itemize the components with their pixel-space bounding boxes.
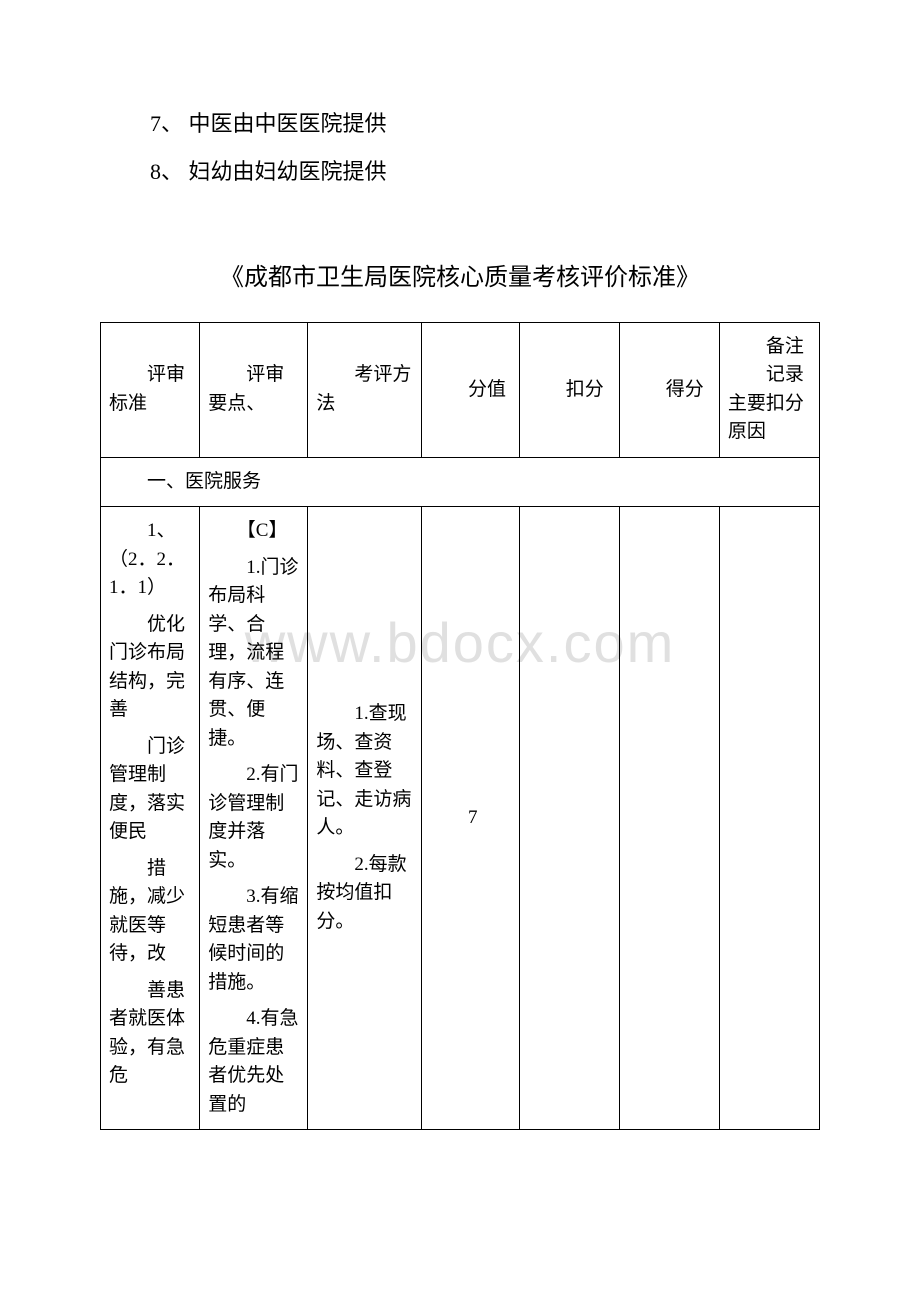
numbered-list: 7、 中医由中医医院提供 8、 妇幼由妇幼医院提供 [100,100,820,197]
points-p1: 1.门诊布局科学、合理，流程有序、连贯、便捷。 [208,554,299,754]
document-title: 《成都市卫生局医院核心质量考核评价标准》 [100,257,820,292]
table-header-row: 评审标准 评审要点、 考评方法 分值 扣分 得分 备注 记录主要扣分原因 [101,322,820,457]
points-p0: 【C】 [208,517,299,546]
header-points: 评审要点、 [200,322,308,457]
points-p4: 4.有急危重症患者优先处置的 [208,1005,299,1119]
list-item-7: 7、 中医由中医医院提供 [100,100,820,148]
points-p3: 3.有缩短患者等候时间的措施。 [208,883,299,997]
header-standard: 评审标准 [101,322,200,457]
cell-remark [719,507,819,1130]
method-p2: 2.每款按均值扣分。 [316,851,413,937]
table-row-1: 1、（2．2．1．1） 优化门诊布局结构，完善 门诊管理制度，落实便民 措施，减… [101,507,820,1130]
cell-standard: 1、（2．2．1．1） 优化门诊布局结构，完善 门诊管理制度，落实便民 措施，减… [101,507,200,1130]
standard-p3: 门诊管理制度，落实便民 [109,733,191,847]
header-remark-top: 备注 [728,333,811,362]
cell-deduct [519,507,619,1130]
cell-method: 1.查现场、查资料、查登记、走访病人。 2.每款按均值扣分。 [308,507,422,1130]
cell-score: 7 [422,507,520,1130]
standard-p5: 善患者就医体验，有急危 [109,977,191,1091]
evaluation-table: 评审标准 评审要点、 考评方法 分值 扣分 得分 备注 记录主要扣分原因 一、医… [100,322,820,1131]
header-deduct: 扣分 [519,322,619,457]
standard-p2: 优化门诊布局结构，完善 [109,611,191,725]
list-item-8: 8、 妇幼由妇幼医院提供 [100,148,820,196]
standard-p1: 1、（2．2．1．1） [109,517,191,603]
cell-points: 【C】 1.门诊布局科学、合理，流程有序、连贯、便捷。 2.有门诊管理制度并落实… [200,507,308,1130]
header-score: 分值 [422,322,520,457]
cell-gain [619,507,719,1130]
section-row-1: 一、医院服务 [101,457,820,507]
method-p1: 1.查现场、查资料、查登记、走访病人。 [316,700,413,843]
standard-p4: 措施，减少就医等待，改 [109,855,191,969]
header-gain: 得分 [619,322,719,457]
header-remark-bottom: 记录主要扣分原因 [728,361,811,447]
section-label: 一、医院服务 [101,457,820,507]
points-p2: 2.有门诊管理制度并落实。 [208,761,299,875]
header-method: 考评方法 [308,322,422,457]
header-remark: 备注 记录主要扣分原因 [719,322,819,457]
